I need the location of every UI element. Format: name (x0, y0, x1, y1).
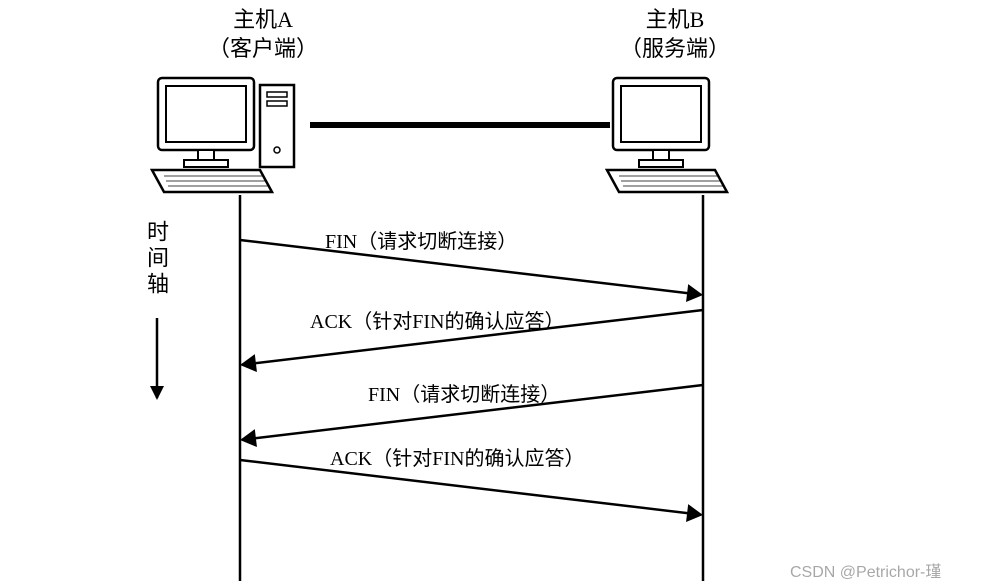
diagram-container: 主机A （客户端） 主机B （服务端） 时间轴 FIN（请求切断连接） ACK（… (0, 0, 982, 581)
host-a-title: 主机A (208, 6, 318, 35)
computer-b-icon (605, 70, 735, 200)
computer-a-icon (150, 70, 310, 200)
message-label: FIN（请求切断连接） (325, 225, 517, 254)
host-b-label: 主机B （服务端） (620, 6, 730, 63)
message-label: ACK（针对FIN的确认应答） (330, 442, 584, 471)
host-b-subtitle: （服务端） (620, 35, 730, 64)
time-axis-label: 时间轴 (140, 220, 172, 298)
host-a-subtitle: （客户端） (208, 35, 318, 64)
host-a-label: 主机A （客户端） (208, 6, 318, 63)
host-b-title: 主机B (620, 6, 730, 35)
message-label: FIN（请求切断连接） (368, 378, 560, 407)
watermark: CSDN @Petrichor-瑾 (790, 558, 941, 582)
message-label: ACK（针对FIN的确认应答） (310, 305, 564, 334)
